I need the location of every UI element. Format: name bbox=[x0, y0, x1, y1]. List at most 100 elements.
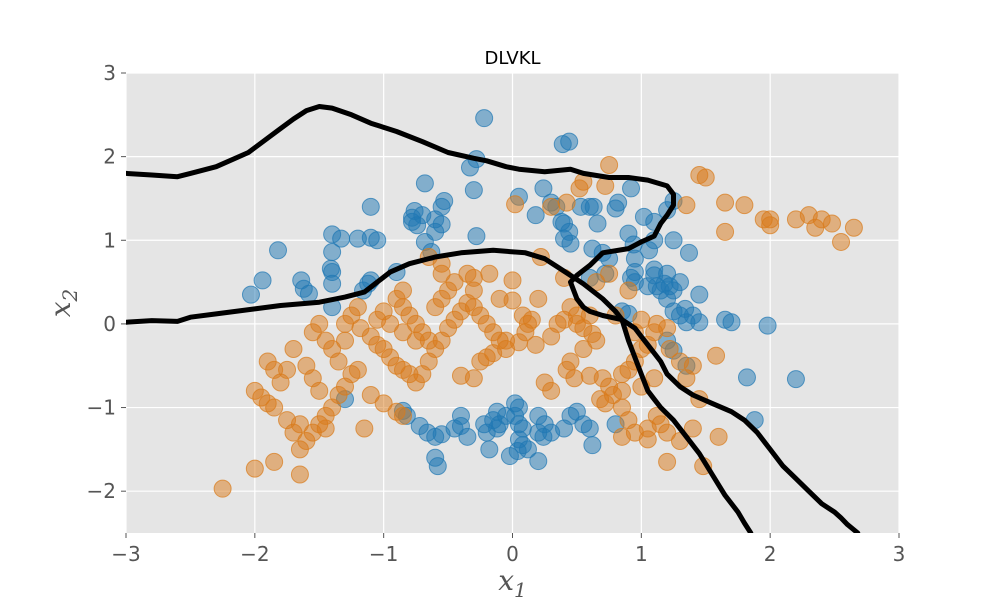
blue-point bbox=[561, 234, 580, 253]
orange-point bbox=[832, 232, 851, 251]
orange-point bbox=[565, 369, 584, 388]
blue-point bbox=[583, 436, 602, 455]
y-tick-label: 1 bbox=[103, 228, 116, 252]
orange-point bbox=[464, 281, 483, 300]
orange-point bbox=[310, 314, 329, 333]
orange-point bbox=[290, 440, 309, 459]
orange-point bbox=[844, 218, 863, 237]
blue-point bbox=[588, 214, 607, 233]
blue-point bbox=[560, 132, 579, 151]
blue-point bbox=[680, 243, 699, 262]
orange-point bbox=[658, 319, 677, 338]
blue-point bbox=[518, 440, 537, 459]
blue-point bbox=[534, 179, 553, 198]
orange-point bbox=[336, 331, 355, 350]
blue-point bbox=[426, 222, 445, 241]
orange-point bbox=[761, 216, 780, 235]
x-tick-label: 0 bbox=[506, 542, 519, 566]
orange-point bbox=[709, 427, 728, 446]
blue-point bbox=[638, 277, 657, 296]
blue-point bbox=[670, 273, 689, 292]
blue-point bbox=[786, 370, 805, 389]
y-tick-label: 2 bbox=[103, 145, 116, 169]
orange-point bbox=[600, 264, 619, 283]
orange-point bbox=[570, 179, 589, 198]
blue-point bbox=[480, 440, 499, 459]
blue-point bbox=[451, 406, 470, 425]
blue-point bbox=[299, 284, 318, 303]
orange-point bbox=[716, 222, 735, 241]
x-axis-label-subscript: 1 bbox=[514, 578, 527, 600]
x-tick-label: 3 bbox=[893, 542, 906, 566]
orange-point bbox=[660, 340, 679, 358]
orange-point bbox=[506, 195, 525, 214]
orange-point bbox=[348, 298, 367, 317]
orange-point bbox=[503, 271, 522, 290]
orange-point bbox=[542, 381, 561, 400]
blue-point bbox=[428, 457, 447, 476]
orange-point bbox=[707, 346, 726, 365]
orange-point bbox=[735, 196, 754, 215]
orange-point bbox=[329, 352, 348, 371]
orange-point bbox=[271, 373, 290, 392]
blue-point bbox=[361, 197, 380, 216]
orange-point bbox=[297, 356, 316, 375]
blue-point bbox=[241, 285, 260, 304]
orange-point bbox=[503, 291, 522, 310]
blue-point bbox=[458, 427, 477, 446]
blue-point bbox=[323, 242, 342, 261]
orange-point bbox=[290, 415, 309, 434]
orange-point bbox=[677, 196, 696, 215]
orange-point bbox=[432, 264, 451, 283]
tick-labels: −3 −2 −1 0 1 2 3 −2 −1 0 1 2 3 bbox=[87, 61, 906, 566]
x-tick-label: 2 bbox=[764, 542, 777, 566]
orange-point bbox=[406, 331, 425, 350]
orange-point bbox=[484, 344, 503, 363]
orange-point bbox=[658, 423, 677, 442]
orange-point bbox=[393, 281, 412, 300]
y-tick-label: 0 bbox=[103, 312, 116, 336]
blue-point bbox=[403, 212, 422, 231]
orange-point bbox=[361, 386, 380, 404]
blue-point bbox=[467, 227, 486, 246]
blue-point bbox=[269, 241, 288, 260]
x-tick-label: −1 bbox=[369, 542, 398, 566]
blue-point bbox=[488, 402, 507, 421]
orange-point bbox=[683, 419, 702, 438]
blue-point bbox=[368, 231, 387, 250]
orange-point bbox=[587, 273, 606, 292]
blue-point bbox=[323, 274, 342, 293]
orange-point bbox=[557, 193, 576, 212]
x-tick-label: 1 bbox=[635, 542, 648, 566]
orange-point bbox=[645, 369, 664, 388]
orange-point bbox=[600, 156, 619, 174]
orange-point bbox=[613, 427, 632, 446]
orange-point bbox=[393, 323, 412, 342]
orange-point bbox=[290, 465, 309, 484]
y-tick-label: −2 bbox=[87, 479, 116, 503]
chart-title: DLVKL bbox=[484, 48, 540, 69]
orange-point bbox=[480, 264, 499, 283]
blue-point bbox=[415, 174, 434, 193]
orange-point bbox=[348, 360, 367, 379]
blue-point bbox=[758, 316, 777, 335]
orange-point bbox=[284, 340, 303, 358]
decision-boundaries bbox=[126, 104, 861, 533]
orange-point bbox=[526, 335, 545, 354]
blue-point bbox=[690, 285, 709, 304]
orange-point bbox=[638, 430, 657, 449]
orange-point bbox=[445, 273, 464, 292]
orange-point bbox=[716, 193, 735, 212]
decision-boundary-line bbox=[126, 104, 861, 533]
orange-point bbox=[529, 289, 548, 308]
blue-point bbox=[488, 419, 507, 438]
blue-point bbox=[609, 193, 628, 212]
orange-point bbox=[677, 369, 696, 388]
blue-point bbox=[580, 419, 599, 438]
orange-point bbox=[574, 340, 593, 358]
y-axis-label-main: x bbox=[44, 301, 77, 317]
orange-point bbox=[265, 398, 284, 417]
decision-boundary-line bbox=[126, 247, 754, 533]
orange-point bbox=[658, 452, 677, 471]
